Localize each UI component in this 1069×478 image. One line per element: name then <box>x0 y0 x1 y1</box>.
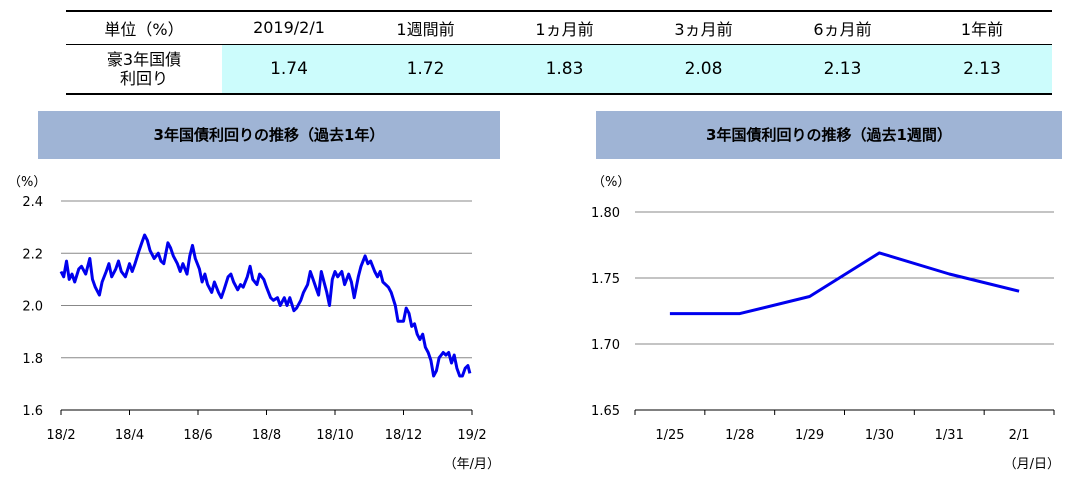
chart-title-1year: 3年国債利回りの推移（過去1年） <box>38 111 500 159</box>
x-tick-label: 1/29 <box>795 428 824 443</box>
table-cell: 1.83 <box>495 44 634 95</box>
table-header-cell: 3ヵ月前 <box>634 10 773 45</box>
table-cell: 1.72 <box>356 44 495 95</box>
yield-summary-table: 単位（%） 2019/2/1 1週間前 1ヵ月前 3ヵ月前 6ヵ月前 1年前 豪… <box>66 10 1052 95</box>
y-tick-label: 1.70 <box>591 338 620 353</box>
x-tick-label: 18/12 <box>385 428 422 443</box>
y-tick-label: 2.4 <box>22 195 43 210</box>
x-tick-label: 1/25 <box>655 428 684 443</box>
series-layer <box>669 251 1020 316</box>
table-cell: 2.08 <box>634 44 773 95</box>
y-axis-label: （%） <box>592 175 630 190</box>
chart-title-1week: 3年国債利回りの推移（過去1週間） <box>596 111 1062 159</box>
x-tick-label: 1/31 <box>935 428 964 443</box>
table-header-cell: 1週間前 <box>356 10 495 45</box>
series-line <box>59 233 472 378</box>
x-tick-label: 18/8 <box>252 428 281 443</box>
table-cell: 2.13 <box>773 44 912 95</box>
axis <box>60 409 473 415</box>
y-tick-label: 1.8 <box>22 352 43 367</box>
x-tick-label: 18/4 <box>115 428 144 443</box>
y-tick-labels: 1.6 1.8 2.0 2.2 2.4 <box>22 195 43 419</box>
table-header-cell: 6ヵ月前 <box>773 10 912 45</box>
series-line <box>669 251 1020 316</box>
table-cell: 2.13 <box>912 44 1052 95</box>
x-tick-labels: 1/25 1/28 1/29 1/30 1/31 2/1 <box>655 428 1029 443</box>
x-tick-label: 19/2 <box>457 428 486 443</box>
x-tick-label: 18/2 <box>46 428 75 443</box>
table-cell: 1.74 <box>222 44 356 95</box>
row-label: 豪3年国債 利回り <box>66 44 222 95</box>
x-axis-label: （年/月） <box>444 457 500 472</box>
y-tick-label: 2.0 <box>22 300 43 315</box>
table-header-cell: 1ヵ月前 <box>495 10 634 45</box>
series-layer <box>59 233 472 378</box>
x-tick-label: 18/6 <box>183 428 212 443</box>
y-tick-label: 1.80 <box>591 206 620 221</box>
y-tick-labels: 1.65 1.70 1.75 1.80 <box>591 206 620 419</box>
x-tick-labels: 18/2 18/4 18/6 18/8 18/10 18/12 19/2 <box>46 428 486 443</box>
y-tick-label: 1.65 <box>591 404 620 419</box>
x-tick-label: 2/1 <box>1009 428 1030 443</box>
table-header-cell: 1年前 <box>912 10 1052 45</box>
axis <box>634 409 1055 415</box>
y-tick-label: 1.6 <box>22 404 43 419</box>
y-tick-label: 2.2 <box>22 247 43 262</box>
table-row: 豪3年国債 利回り 1.74 1.72 1.83 2.08 2.13 2.13 <box>66 44 1052 95</box>
y-axis-label: （%） <box>8 175 46 190</box>
y-tick-label: 1.75 <box>591 272 620 287</box>
x-tick-label: 18/10 <box>316 428 353 443</box>
table-header-row: 単位（%） 2019/2/1 1週間前 1ヵ月前 3ヵ月前 6ヵ月前 1年前 <box>66 10 1052 45</box>
x-tick-label: 1/30 <box>865 428 894 443</box>
x-tick-label: 1/28 <box>725 428 754 443</box>
x-axis-label: （月/日） <box>1004 457 1060 472</box>
table-header-cell: 2019/2/1 <box>222 10 356 45</box>
grid-lines <box>635 211 1054 345</box>
grid-lines <box>61 200 472 359</box>
table-header-cell: 単位（%） <box>66 10 222 45</box>
